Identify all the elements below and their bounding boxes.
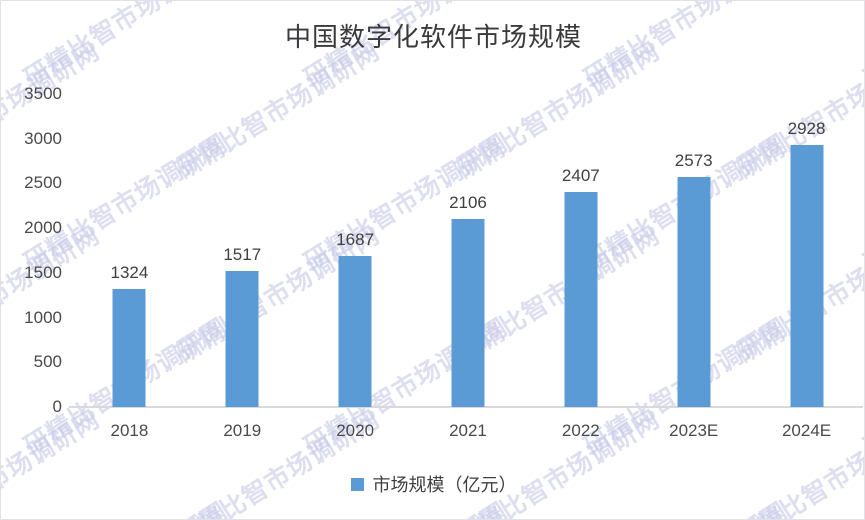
y-axis-tick-label: 3500	[24, 84, 62, 103]
y-axis-tick-label: 2000	[24, 218, 62, 238]
x-axis-tick-label: 2020	[336, 421, 375, 440]
bar-value-label: 1687	[336, 230, 375, 250]
bar-value-label: 2106	[449, 192, 487, 212]
bar-group: 1687 2020	[299, 94, 412, 440]
y-axis-tick-label: 500	[33, 352, 62, 372]
bar-group: 2106 2021	[412, 94, 525, 440]
chart-legend: 市场规模（亿元）	[1, 471, 864, 497]
x-axis-baseline	[69, 406, 863, 408]
plot-area: 0 500 1000 1500 2000 2500 3000 3500 1324 2018 151…	[24, 84, 863, 440]
y-axis-tick-label: 0	[52, 397, 62, 416]
x-axis-tick-label: 2018	[110, 421, 149, 440]
legend-swatch-icon	[350, 477, 364, 491]
bar-value-label: 2407	[561, 165, 600, 185]
chart-title: 中国数字化软件市场规模	[284, 23, 582, 53]
bar-value-label: 1324	[110, 262, 149, 282]
y-axis-tick-label: 1000	[24, 307, 62, 327]
x-axis-tick-label: 2019	[223, 421, 262, 440]
x-axis-tick-label: 2022	[561, 421, 600, 440]
bar[interactable]	[112, 288, 146, 407]
bar-group: 2573 2023E	[637, 94, 750, 440]
y-axis-tick-label: 1500	[24, 262, 62, 282]
bar[interactable]	[225, 271, 259, 407]
y-axis-tick-label: 3000	[24, 128, 62, 148]
bar-value-label: 2573	[674, 150, 713, 170]
y-axis-tick-label: 2500	[24, 173, 62, 193]
bar[interactable]	[790, 145, 824, 407]
bar[interactable]	[564, 191, 598, 407]
bar-value-label: 2928	[787, 119, 826, 139]
bar-group: 1324 2018	[73, 94, 186, 440]
bar-group: 2928 2024E	[750, 94, 863, 440]
x-axis-tick-label: 2023E	[669, 421, 719, 440]
bar-group: 1517 2019	[186, 94, 299, 440]
bar-value-label: 1517	[223, 245, 262, 265]
bar[interactable]	[451, 218, 485, 407]
bar[interactable]	[338, 256, 372, 407]
bar[interactable]	[677, 176, 711, 407]
x-axis-tick-label: 2021	[449, 421, 487, 440]
legend-item-label: 市场规模（亿元）	[372, 475, 517, 496]
bar-group: 2407 2022	[524, 94, 637, 440]
x-axis-tick-label: 2024E	[781, 421, 832, 440]
legend-item[interactable]: 市场规模（亿元）	[350, 471, 517, 497]
